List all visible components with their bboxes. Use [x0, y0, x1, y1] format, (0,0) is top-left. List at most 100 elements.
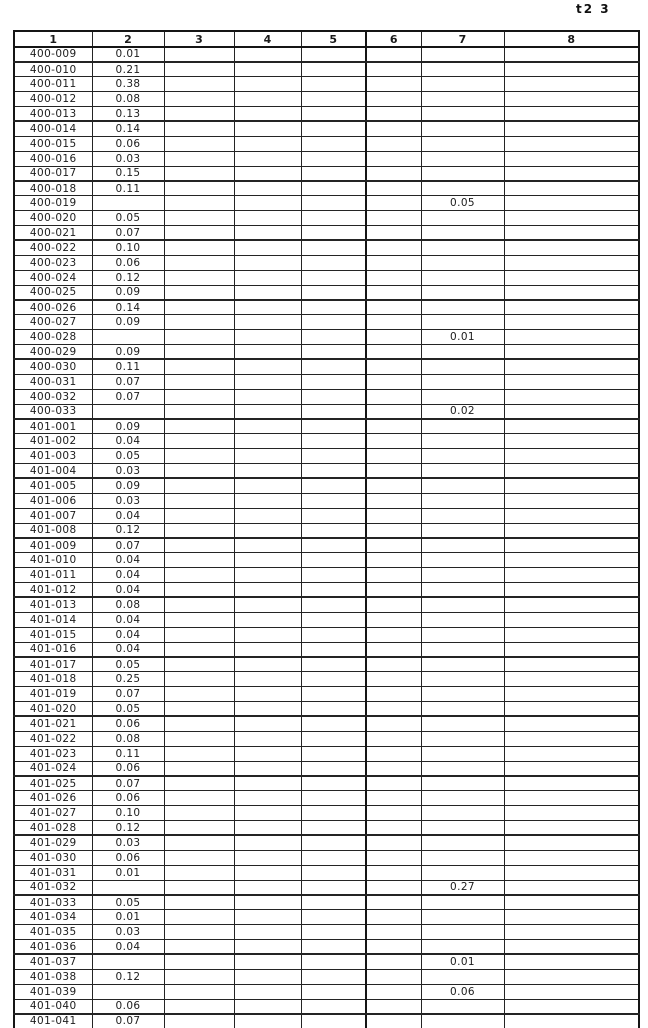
table-row: 400-021 0.07	[13, 225, 640, 242]
cell-value	[503, 879, 640, 896]
cell-value	[365, 225, 422, 242]
table-row: 401-030 0.06	[13, 849, 640, 866]
cell-value	[233, 909, 302, 926]
cell-value	[503, 671, 640, 688]
cell-value	[365, 537, 422, 554]
cell-value	[233, 225, 302, 242]
cell-value	[365, 46, 422, 63]
cell-value	[233, 120, 302, 137]
cell-value	[163, 760, 235, 777]
cell-value	[163, 596, 235, 613]
cell-value	[163, 820, 235, 837]
table-row: 401-017 0.05	[13, 656, 640, 673]
cell-value	[365, 715, 422, 732]
table-row: 401-031 0.01	[13, 864, 640, 881]
cell-value	[503, 358, 640, 375]
cell-value	[503, 596, 640, 613]
cell-sample-id: 401-010	[13, 552, 93, 569]
table-row: 401-018 0.25	[13, 671, 640, 688]
cell-value	[503, 626, 640, 643]
cell-value	[420, 135, 505, 152]
cell-value	[365, 106, 422, 123]
cell-value: 0.04	[91, 939, 165, 956]
cell-value	[503, 477, 640, 494]
cell-sample-id: 400-031	[13, 373, 93, 390]
cell-value	[365, 671, 422, 688]
cell-value	[91, 983, 165, 1000]
cell-value	[365, 656, 422, 673]
cell-value	[503, 567, 640, 583]
cell-value	[233, 418, 302, 435]
table-row: 401-024 0.06	[13, 760, 640, 777]
cell-sample-id: 400-013	[13, 106, 93, 123]
table-row: 401-035 0.03	[13, 924, 640, 940]
cell-value	[233, 715, 302, 732]
cell-value	[300, 879, 367, 896]
cell-sample-id: 401-029	[13, 834, 93, 851]
table-row: 400-025 0.09	[13, 284, 640, 301]
cell-sample-id: 401-007	[13, 507, 93, 524]
cell-value	[420, 849, 505, 866]
cell-value	[300, 61, 367, 78]
cell-value	[233, 150, 302, 167]
cell-value	[163, 522, 235, 539]
cell-value: 0.38	[91, 76, 165, 93]
cell-value	[300, 686, 367, 702]
cell-value	[420, 596, 505, 613]
cell-sample-id: 400-016	[13, 150, 93, 167]
cell-value	[503, 492, 640, 509]
cell-value	[503, 76, 640, 93]
cell-sample-id: 401-030	[13, 849, 93, 866]
cell-value	[163, 463, 235, 480]
cell-value	[233, 894, 302, 911]
cell-value	[233, 195, 302, 212]
cell-value	[163, 567, 235, 583]
cell-value	[163, 46, 235, 63]
cell-value	[233, 834, 302, 851]
cell-value	[503, 924, 640, 940]
cell-value	[233, 239, 302, 256]
table-row: 401-032 0.27	[13, 879, 640, 896]
cell-value	[503, 686, 640, 702]
cell-value	[233, 329, 302, 345]
table-row: 401-005 0.09	[13, 477, 640, 494]
cell-value	[503, 745, 640, 762]
cell-value	[163, 715, 235, 732]
cell-value	[163, 924, 235, 940]
cell-value	[163, 939, 235, 956]
cell-value	[420, 61, 505, 78]
cell-value	[300, 195, 367, 212]
cell-value	[300, 254, 367, 271]
cell-value	[300, 730, 367, 747]
cell-value	[365, 820, 422, 837]
cell-value	[300, 596, 367, 613]
cell-value	[365, 775, 422, 792]
cell-value	[300, 403, 367, 420]
cell-value	[233, 46, 302, 63]
cell-value	[163, 195, 235, 212]
cell-value	[365, 968, 422, 985]
cell-value	[233, 522, 302, 539]
cell-value	[163, 344, 235, 361]
cell-value: 0.05	[91, 656, 165, 673]
cell-value: 0.07	[91, 537, 165, 554]
cell-value: 0.21	[91, 61, 165, 78]
cell-value	[233, 433, 302, 450]
cell-sample-id: 400-011	[13, 76, 93, 93]
cell-value	[233, 849, 302, 866]
cell-value	[233, 671, 302, 688]
cell-value	[233, 879, 302, 896]
cell-value	[420, 968, 505, 985]
cell-value	[365, 596, 422, 613]
table-row: 400-014 0.14	[13, 120, 640, 137]
cell-value: 0.03	[91, 150, 165, 167]
cell-value	[503, 120, 640, 137]
cell-value	[300, 210, 367, 226]
cell-value	[503, 239, 640, 256]
cell-value	[365, 492, 422, 509]
table-row: 401-021 0.06	[13, 715, 640, 732]
cell-value	[503, 61, 640, 78]
cell-sample-id: 400-019	[13, 195, 93, 212]
cell-value	[163, 641, 235, 658]
cell-sample-id: 401-041	[13, 1013, 93, 1028]
